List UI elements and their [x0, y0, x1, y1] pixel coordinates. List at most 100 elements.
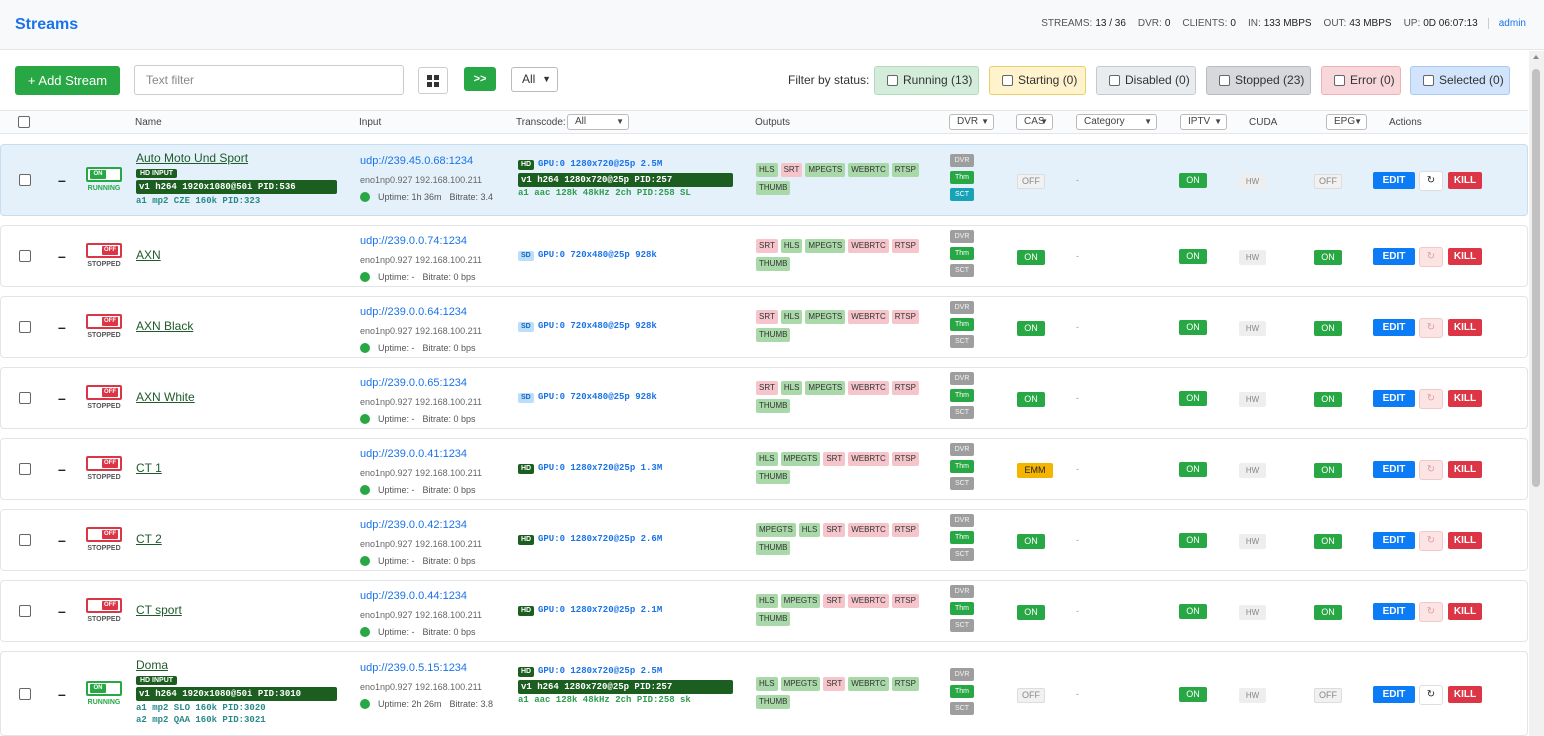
- output-badge[interactable]: SRT: [823, 677, 846, 691]
- output-badge[interactable]: RTSP: [891, 452, 919, 466]
- status-filter-button[interactable]: Running (13): [874, 66, 979, 95]
- cuda-status[interactable]: HW: [1239, 321, 1266, 336]
- stream-name-link[interactable]: CT sport: [136, 603, 182, 617]
- reload-icon[interactable]: ↻: [1419, 685, 1443, 705]
- cuda-status[interactable]: HW: [1239, 463, 1266, 478]
- output-badge[interactable]: HLS: [756, 594, 778, 608]
- output-badge[interactable]: HLS: [780, 310, 803, 324]
- stream-enable-toggle[interactable]: ON: [86, 167, 122, 182]
- output-badge[interactable]: MPEGTS: [780, 452, 821, 466]
- dvr-badge[interactable]: DVR: [950, 154, 974, 167]
- status-filter-button[interactable]: Selected (0): [1410, 66, 1510, 95]
- cas-filter-select[interactable]: CAS ▼: [1016, 114, 1053, 130]
- input-url-link[interactable]: udp://239.0.0.44:1234: [360, 590, 468, 602]
- status-filter-checkbox[interactable]: [1219, 75, 1230, 86]
- epg-status[interactable]: ON: [1314, 463, 1342, 478]
- dvr-filter-select[interactable]: DVR ▼: [949, 114, 994, 130]
- output-badge[interactable]: THUMB: [756, 257, 791, 271]
- iptv-status[interactable]: ON: [1179, 173, 1207, 188]
- epg-status[interactable]: ON: [1314, 321, 1342, 336]
- edit-button[interactable]: EDIT: [1373, 686, 1415, 703]
- reload-icon[interactable]: ↻: [1419, 460, 1443, 480]
- output-badge[interactable]: WEBRTC: [848, 163, 889, 177]
- collapse-toggle-icon[interactable]: –: [58, 172, 66, 188]
- epg-status[interactable]: ON: [1314, 392, 1342, 407]
- input-url-link[interactable]: udp://239.0.0.41:1234: [360, 448, 468, 460]
- cuda-status[interactable]: HW: [1239, 174, 1266, 189]
- kill-button[interactable]: KILL: [1448, 319, 1482, 336]
- output-badge[interactable]: SRT: [780, 163, 803, 177]
- status-filter-button[interactable]: Disabled (0): [1096, 66, 1196, 95]
- cas-status[interactable]: OFF: [1017, 174, 1045, 189]
- cuda-status[interactable]: HW: [1239, 605, 1266, 620]
- dvr-badge[interactable]: SCT: [950, 619, 974, 632]
- kill-button[interactable]: KILL: [1448, 461, 1482, 478]
- row-checkbox[interactable]: [19, 688, 31, 700]
- stream-name-link[interactable]: AXN: [136, 248, 161, 262]
- output-badge[interactable]: SRT: [823, 523, 846, 537]
- table-row[interactable]: – OFF STOPPED CT sport udp://239.0.0.44:1234…: [0, 580, 1528, 642]
- cas-status[interactable]: EMM: [1017, 463, 1053, 478]
- status-filter-checkbox[interactable]: [1334, 75, 1345, 86]
- grid-view-button[interactable]: [418, 67, 448, 94]
- input-url-link[interactable]: udp://239.0.0.64:1234: [360, 306, 468, 318]
- output-badge[interactable]: WEBRTC: [848, 381, 889, 395]
- dvr-badge[interactable]: Thm: [950, 389, 974, 402]
- edit-button[interactable]: EDIT: [1373, 390, 1415, 407]
- edit-button[interactable]: EDIT: [1373, 172, 1415, 189]
- text-filter-input[interactable]: [134, 65, 404, 95]
- iptv-status[interactable]: ON: [1179, 604, 1207, 619]
- output-badge[interactable]: RTSP: [891, 239, 919, 253]
- output-badge[interactable]: RTSP: [891, 594, 919, 608]
- status-filter-checkbox[interactable]: [887, 75, 898, 86]
- iptv-status[interactable]: ON: [1179, 687, 1207, 702]
- iptv-filter-select[interactable]: IPTV ▼: [1180, 114, 1227, 130]
- reload-icon[interactable]: ↻: [1419, 531, 1443, 551]
- reload-icon[interactable]: ↻: [1419, 247, 1443, 267]
- status-filter-checkbox[interactable]: [1423, 75, 1434, 86]
- dvr-badge[interactable]: DVR: [950, 372, 974, 385]
- status-filter-button[interactable]: Starting (0): [989, 66, 1086, 95]
- output-badge[interactable]: RTSP: [891, 677, 919, 691]
- table-row[interactable]: – ON RUNNING Doma HD INPUT v1 h264 1920x1080@…: [0, 651, 1528, 736]
- stream-name-link[interactable]: CT 1: [136, 461, 162, 475]
- dvr-badge[interactable]: SCT: [950, 188, 974, 201]
- stream-enable-toggle[interactable]: OFF: [86, 243, 122, 258]
- epg-status[interactable]: ON: [1314, 534, 1342, 549]
- dvr-badge[interactable]: Thm: [950, 531, 974, 544]
- output-badge[interactable]: HLS: [756, 677, 778, 691]
- epg-status[interactable]: ON: [1314, 605, 1342, 620]
- cuda-status[interactable]: HW: [1239, 534, 1266, 549]
- row-checkbox[interactable]: [19, 605, 31, 617]
- collapse-toggle-icon[interactable]: –: [58, 461, 66, 477]
- output-badge[interactable]: THUMB: [756, 612, 791, 626]
- output-badge[interactable]: THUMB: [756, 541, 791, 555]
- add-stream-button[interactable]: + Add Stream: [15, 66, 120, 95]
- input-url-link[interactable]: udp://239.0.0.42:1234: [360, 519, 468, 531]
- output-badge[interactable]: THUMB: [756, 695, 791, 709]
- stream-name-link[interactable]: Doma: [136, 658, 169, 672]
- dvr-badge[interactable]: Thm: [950, 171, 974, 184]
- dvr-badge[interactable]: SCT: [950, 406, 974, 419]
- input-url-link[interactable]: udp://239.45.0.68:1234: [360, 155, 474, 167]
- expand-all-button[interactable]: >>: [464, 67, 496, 91]
- dvr-badge[interactable]: SCT: [950, 477, 974, 490]
- cuda-status[interactable]: HW: [1239, 688, 1266, 703]
- dvr-badge[interactable]: Thm: [950, 318, 974, 331]
- output-badge[interactable]: MPEGTS: [780, 594, 821, 608]
- reload-icon[interactable]: ↻: [1419, 318, 1443, 338]
- output-badge[interactable]: HLS: [756, 163, 778, 177]
- dvr-badge[interactable]: SCT: [950, 548, 974, 561]
- output-badge[interactable]: SRT: [756, 310, 778, 324]
- edit-button[interactable]: EDIT: [1373, 532, 1415, 549]
- output-badge[interactable]: MPEGTS: [805, 381, 846, 395]
- table-row[interactable]: – OFF STOPPED AXN White udp://239.0.0.65:123…: [0, 367, 1528, 429]
- stream-enable-toggle[interactable]: OFF: [86, 314, 122, 329]
- output-badge[interactable]: RTSP: [891, 310, 919, 324]
- output-badge[interactable]: HLS: [798, 523, 821, 537]
- edit-button[interactable]: EDIT: [1373, 248, 1415, 265]
- output-badge[interactable]: MPEGTS: [780, 677, 821, 691]
- dvr-badge[interactable]: SCT: [950, 702, 974, 715]
- output-badge[interactable]: RTSP: [891, 523, 919, 537]
- stream-name-link[interactable]: Auto Moto Und Sport: [136, 151, 249, 165]
